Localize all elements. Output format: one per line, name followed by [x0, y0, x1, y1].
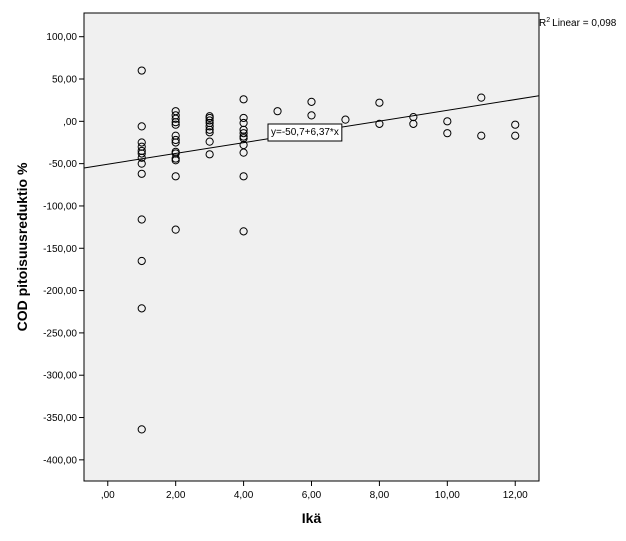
x-tick-label: 12,00 — [503, 490, 528, 501]
r-squared-superscript: 2 — [546, 17, 550, 24]
x-axis-title: Ikä — [302, 510, 322, 526]
y-tick-label: -100,00 — [43, 201, 77, 212]
data-point — [205, 116, 214, 125]
data-point — [171, 156, 180, 165]
plot-frame — [83, 12, 540, 482]
data-point — [137, 149, 146, 158]
y-tick-label: -250,00 — [43, 328, 77, 339]
data-point — [375, 98, 384, 107]
data-point — [273, 107, 282, 116]
r-squared-label: R2 Linear = 0,098 — [539, 17, 617, 29]
data-point — [137, 153, 146, 162]
data-point — [307, 111, 316, 120]
fit-equation-frame — [267, 123, 343, 142]
data-point — [239, 95, 248, 104]
x-tick-label: ,00 — [101, 490, 115, 501]
y-axis-ticks: 100,00 50,00 ,00 -50,00 -100,00 -150,00 -200,0… — [43, 32, 84, 466]
y-axis-title: COD pitoisuusreduktio % — [14, 162, 30, 331]
data-point — [205, 113, 214, 123]
data-point — [477, 131, 486, 140]
y-tick-label: -400,00 — [43, 455, 77, 466]
data-point — [171, 225, 180, 234]
y-tick-label: -150,00 — [43, 244, 77, 255]
data-point — [205, 122, 214, 131]
fit-equation-box: y=-50,7+6,37*x — [267, 123, 343, 142]
data-point — [341, 115, 350, 124]
data-point — [137, 66, 146, 75]
data-point — [171, 138, 180, 147]
x-tick-label: 6,00 — [302, 490, 322, 501]
r-squared-r: R — [539, 18, 546, 29]
data-point — [205, 128, 214, 137]
data-point — [137, 256, 146, 266]
data-point — [171, 114, 180, 123]
data-point — [511, 120, 520, 129]
x-axis-ticks: ,00 2,00 4,00 6,00 8,00 10,00 12,00 — [101, 481, 528, 501]
data-point — [477, 93, 486, 102]
data-points — [137, 66, 520, 434]
data-point — [375, 119, 384, 128]
data-point — [137, 122, 146, 131]
data-point — [205, 150, 214, 159]
data-point — [171, 120, 180, 129]
data-point — [137, 138, 146, 147]
data-point — [443, 117, 452, 126]
y-tick-label: 100,00 — [46, 32, 77, 43]
x-tick-label: 10,00 — [435, 490, 460, 501]
y-tick-label: -50,00 — [49, 159, 78, 170]
data-point — [137, 169, 146, 178]
data-point — [137, 425, 146, 434]
data-point — [239, 129, 248, 138]
data-point — [137, 159, 146, 168]
data-point — [205, 125, 214, 134]
data-point — [171, 118, 180, 127]
y-tick-label: -350,00 — [43, 413, 77, 424]
plot-area — [84, 13, 539, 481]
data-point — [511, 131, 520, 140]
r-squared-value: Linear = 0,098 — [552, 18, 617, 29]
data-point — [137, 215, 146, 224]
data-point — [307, 97, 316, 106]
y-tick-label: ,00 — [63, 117, 77, 128]
data-point — [409, 119, 418, 128]
x-tick-label: 8,00 — [370, 490, 390, 501]
y-tick-label: 50,00 — [52, 75, 77, 86]
fit-equation-label: y=-50,7+6,37*x — [271, 127, 339, 138]
data-point — [171, 172, 180, 181]
y-tick-label: -200,00 — [43, 286, 77, 297]
data-point — [171, 135, 180, 145]
data-point — [443, 129, 452, 138]
data-point — [205, 137, 214, 146]
data-point — [239, 227, 248, 236]
data-point — [137, 304, 146, 313]
x-tick-label: 2,00 — [166, 490, 186, 501]
y-tick-label: -300,00 — [43, 371, 77, 382]
data-point — [239, 113, 248, 123]
data-point — [239, 172, 248, 181]
data-point — [239, 148, 248, 157]
x-tick-label: 4,00 — [234, 490, 254, 501]
